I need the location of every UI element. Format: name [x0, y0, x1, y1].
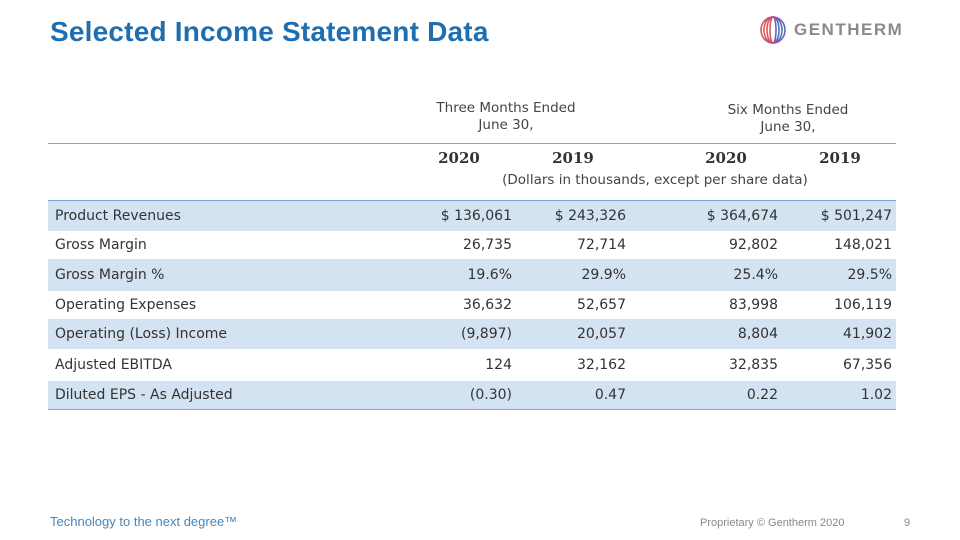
header-divider — [48, 143, 896, 144]
row-label: Gross Margin — [55, 237, 147, 253]
group-header-line1: Six Months Ended — [727, 102, 849, 118]
table-cell: 19.6% — [467, 267, 512, 283]
table-row: Operating Expenses 36,632 52,657 83,998 106,… — [48, 291, 896, 319]
table-row: Product Revenues $ 136,061 $ 243,326 $ 364,… — [48, 201, 896, 231]
group-header-line1: Three Months Ended — [436, 100, 576, 116]
row-label: Diluted EPS - As Adjusted — [55, 387, 233, 403]
row-label: Adjusted EBITDA — [55, 357, 172, 373]
logo-wordmark: GENTHERM — [794, 20, 904, 39]
table-cell: 1.02 — [860, 387, 892, 403]
row-label: Operating (Loss) Income — [55, 326, 228, 342]
slide-title: Selected Income Statement Data — [50, 16, 489, 47]
year-header: 2020 — [705, 149, 747, 167]
units-note: (Dollars in thousands, except per share … — [502, 172, 808, 188]
table-cell: 29.9% — [581, 267, 626, 283]
table-cell: (0.30) — [469, 387, 512, 403]
table-row: Adjusted EBITDA 124 32,162 32,835 67,356 — [48, 349, 896, 381]
year-header: 2019 — [552, 149, 594, 167]
table-cell: 0.47 — [594, 387, 626, 403]
year-header: 2019 — [819, 149, 861, 167]
table-cell: 25.4% — [733, 267, 778, 283]
tagline: Technology to the next degree™ — [50, 514, 238, 529]
table-cell: 83,998 — [729, 297, 778, 313]
table-cell: 106,119 — [834, 297, 892, 313]
table-row: Gross Margin % 19.6% 29.9% 25.4% 29.5% — [48, 259, 896, 291]
row-label: Product Revenues — [55, 208, 181, 224]
table-cell: 41,902 — [843, 326, 892, 342]
table-cell: 72,714 — [577, 237, 626, 253]
table-cell: 8,804 — [737, 326, 778, 342]
table-cell: $ 136,061 — [440, 208, 512, 224]
table-cell: 148,021 — [834, 237, 892, 253]
table-cell: $ 243,326 — [554, 208, 626, 224]
page-number: 9 — [904, 517, 911, 529]
table-cell: 52,657 — [577, 297, 626, 313]
table-cell: 124 — [485, 357, 512, 373]
copyright-footer: Proprietary © Gentherm 2020 — [700, 517, 845, 529]
row-label: Operating Expenses — [55, 297, 197, 313]
table-cell: 20,057 — [577, 326, 626, 342]
table-cell: 92,802 — [729, 237, 778, 253]
table-cell: 32,162 — [577, 357, 626, 373]
group-header-three-months: Three Months Ended June 30, — [416, 100, 596, 134]
year-header: 2020 — [438, 149, 480, 167]
group-header-six-months: Six Months Ended June 30, — [698, 102, 878, 136]
table-cell: (9,897) — [460, 326, 512, 342]
gentherm-logo-icon — [760, 16, 786, 44]
table-row: Diluted EPS - As Adjusted (0.30) 0.47 0.22 1… — [48, 381, 896, 409]
table-row: Operating (Loss) Income (9,897) 20,057 8,80… — [48, 319, 896, 349]
group-header-line2: June 30, — [478, 117, 534, 133]
table-row: Gross Margin 26,735 72,714 92,802 148,021 — [48, 231, 896, 259]
table-cell: 26,735 — [463, 237, 512, 253]
table-cell: $ 501,247 — [820, 208, 892, 224]
table-cell: 29.5% — [847, 267, 892, 283]
table-cell: $ 364,674 — [706, 208, 778, 224]
row-label: Gross Margin % — [55, 267, 165, 283]
company-logo: GENTHERM — [758, 14, 918, 46]
table-cell: 0.22 — [746, 387, 778, 403]
group-header-line2: June 30, — [760, 119, 816, 135]
table-bottom-rule — [48, 409, 896, 410]
table-cell: 67,356 — [843, 357, 892, 373]
table-top-rule — [48, 200, 896, 201]
table-cell: 36,632 — [463, 297, 512, 313]
table-cell: 32,835 — [729, 357, 778, 373]
